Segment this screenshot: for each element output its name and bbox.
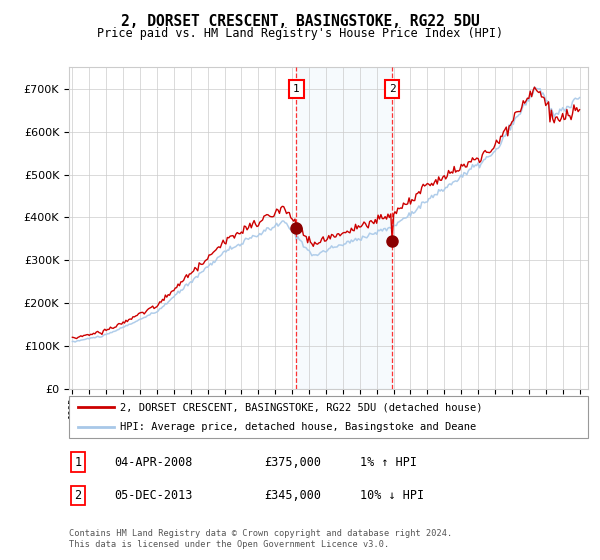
- Text: Contains HM Land Registry data © Crown copyright and database right 2024.
This d: Contains HM Land Registry data © Crown c…: [69, 529, 452, 549]
- Text: £345,000: £345,000: [264, 489, 321, 502]
- Text: 10% ↓ HPI: 10% ↓ HPI: [360, 489, 424, 502]
- Text: 2, DORSET CRESCENT, BASINGSTOKE, RG22 5DU: 2, DORSET CRESCENT, BASINGSTOKE, RG22 5D…: [121, 14, 479, 29]
- Bar: [296, 67, 392, 389]
- Text: 1: 1: [293, 83, 300, 94]
- Text: 1: 1: [74, 455, 82, 469]
- Text: £375,000: £375,000: [264, 455, 321, 469]
- Text: 2, DORSET CRESCENT, BASINGSTOKE, RG22 5DU (detached house): 2, DORSET CRESCENT, BASINGSTOKE, RG22 5D…: [120, 402, 482, 412]
- Text: 2: 2: [74, 489, 82, 502]
- Text: HPI: Average price, detached house, Basingstoke and Deane: HPI: Average price, detached house, Basi…: [120, 422, 476, 432]
- Text: 05-DEC-2013: 05-DEC-2013: [114, 489, 193, 502]
- Text: 04-APR-2008: 04-APR-2008: [114, 455, 193, 469]
- Text: Price paid vs. HM Land Registry's House Price Index (HPI): Price paid vs. HM Land Registry's House …: [97, 27, 503, 40]
- Text: 2: 2: [389, 83, 395, 94]
- Text: 1% ↑ HPI: 1% ↑ HPI: [360, 455, 417, 469]
